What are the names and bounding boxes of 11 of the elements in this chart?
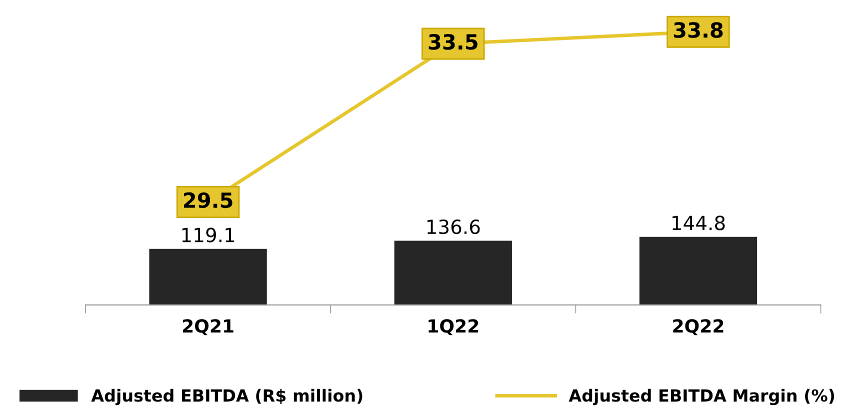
data-label: 144.8 bbox=[672, 216, 725, 230]
data-label: 29.5 bbox=[184, 192, 232, 208]
legend-label: Adjusted EBITDA Margin (%) bbox=[568, 388, 834, 406]
x-tick-label: 2Q22 bbox=[673, 319, 724, 336]
data-label: 136.6 bbox=[427, 219, 480, 234]
data-label: 119.1 bbox=[182, 228, 234, 242]
legend-label: Adjusted EBITDA (R$ million) bbox=[91, 388, 362, 406]
x-tick-label: 1Q22 bbox=[428, 319, 478, 336]
data-label: 33.8 bbox=[674, 22, 723, 38]
data-label: 33.5 bbox=[428, 34, 478, 50]
x-tick-label: 2Q21 bbox=[182, 319, 234, 336]
